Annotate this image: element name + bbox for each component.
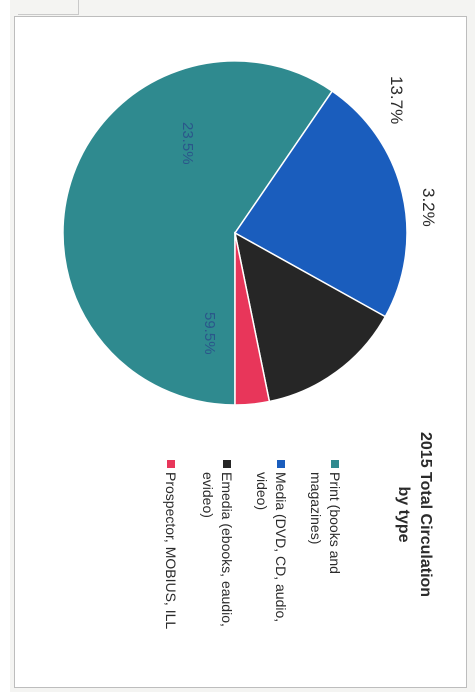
legend-swatch-emedia [223, 460, 231, 468]
legend-swatch-prospector [167, 460, 175, 468]
legend-label: evideo) [200, 472, 216, 518]
legend-swatch-print [331, 460, 339, 468]
legend-swatch-media [277, 460, 285, 468]
scan-edge [0, 0, 10, 692]
pie-slice-print [62, 60, 334, 406]
legend-label: video) [254, 472, 270, 511]
legend-label: magazines) [308, 472, 324, 545]
legend-entry-prospector: Prospector, MOBIUS, ILL [161, 460, 180, 629]
pie-slice-prospector [234, 232, 271, 406]
slice-label-media: 23.5% [179, 122, 196, 165]
legend-entry-emedia: Emedia (ebooks, eaudio, evideo) [198, 460, 236, 627]
slice-label-prospector: 3.2% [419, 188, 438, 227]
legend-entry-media: Media (DVD, CD, audio, video) [252, 460, 290, 622]
pie-slice-emedia [233, 231, 387, 403]
legend-label: Prospector, MOBIUS, ILL [163, 472, 179, 630]
slice-label-emedia: 13.7% [387, 76, 406, 125]
legend-entry-print: Print (books and magazines) [306, 460, 344, 574]
scan-edge-mark [18, 0, 79, 15]
legend-label: Media (DVD, CD, audio, [273, 472, 289, 623]
pie-slice-media [233, 90, 408, 318]
legend-label: Emedia (ebooks, eaudio, [219, 472, 235, 627]
chart-title-line-1: 2015 Total Circulation [417, 432, 434, 598]
slice-label-print: 59.5% [201, 312, 218, 355]
chart-title: 2015 Total Circulation by type [392, 432, 436, 597]
chart-title-line-2: by type [395, 486, 412, 543]
legend-label: Print (books and [327, 472, 343, 574]
